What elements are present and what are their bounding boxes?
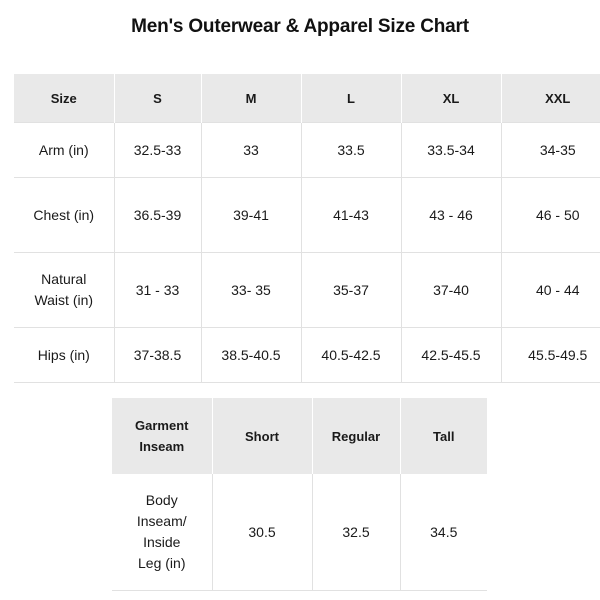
table-cell: 42.5-45.5 <box>400 327 501 383</box>
column-header-xl: XL <box>400 74 501 123</box>
table-cell: 33- 35 <box>200 252 301 328</box>
column-header-xxl: XXL <box>500 74 600 123</box>
table-cell: 46 - 50 <box>500 177 600 253</box>
table-cell: 38.5-40.5 <box>200 327 301 383</box>
table-row: Natural Waist (in) 31 - 33 33- 35 35-37 … <box>14 252 600 328</box>
table-row: Hips (in) 37-38.5 38.5-40.5 40.5-42.5 42… <box>14 327 600 383</box>
column-header-l: L <box>300 74 401 123</box>
table-cell: 32.5-33 <box>113 122 201 178</box>
table-cell: 31 - 33 <box>113 252 201 328</box>
row-label-chest: Chest (in) <box>14 177 114 253</box>
table-cell: 40 - 44 <box>500 252 600 328</box>
column-header-s: S <box>113 74 201 123</box>
table-cell: 41-43 <box>300 177 401 253</box>
table-header-row: Size S M L XL XXL <box>14 74 600 123</box>
table-cell: 43 - 46 <box>400 177 501 253</box>
table-cell: 35-37 <box>300 252 401 328</box>
size-chart-table: Size S M L XL XXL Arm (in) 32.5-33 33 33… <box>14 74 600 383</box>
table-cell: 37-40 <box>400 252 501 328</box>
row-label-arm: Arm (in) <box>14 122 114 178</box>
table-cell: 40.5-42.5 <box>300 327 401 383</box>
column-header-tall: Tall <box>399 398 487 474</box>
inseam-table: Garment Inseam Short Regular Tall Body I… <box>112 398 487 591</box>
table-cell: 33 <box>200 122 301 178</box>
table-cell: 37-38.5 <box>113 327 201 383</box>
table-row: Arm (in) 32.5-33 33 33.5 33.5-34 34-35 <box>14 122 600 178</box>
column-header-short: Short <box>211 398 312 474</box>
table-cell: 39-41 <box>200 177 301 253</box>
row-label-waist: Natural Waist (in) <box>14 252 114 328</box>
page-title: Men's Outerwear & Apparel Size Chart <box>131 16 469 37</box>
table-cell: 34-35 <box>500 122 600 178</box>
table-header-row: Garment Inseam Short Regular Tall <box>112 398 487 474</box>
column-header-garment-inseam: Garment Inseam <box>112 398 212 474</box>
table-cell: 33.5 <box>300 122 401 178</box>
table-cell: 34.5 <box>399 474 487 591</box>
column-header-size: Size <box>14 74 114 123</box>
table-cell: 33.5-34 <box>400 122 501 178</box>
column-header-regular: Regular <box>311 398 400 474</box>
table-cell: 45.5-49.5 <box>500 327 600 383</box>
table-row: Chest (in) 36.5-39 39-41 41-43 43 - 46 4… <box>14 177 600 253</box>
table-cell: 36.5-39 <box>113 177 201 253</box>
table-cell: 32.5 <box>311 474 400 591</box>
row-label-hips: Hips (in) <box>14 327 114 383</box>
column-header-m: M <box>200 74 301 123</box>
table-cell: 30.5 <box>211 474 312 591</box>
table-row: Body Inseam/ Inside Leg (in) 30.5 32.5 3… <box>112 474 487 591</box>
row-label-body-inseam: Body Inseam/ Inside Leg (in) <box>112 474 212 591</box>
